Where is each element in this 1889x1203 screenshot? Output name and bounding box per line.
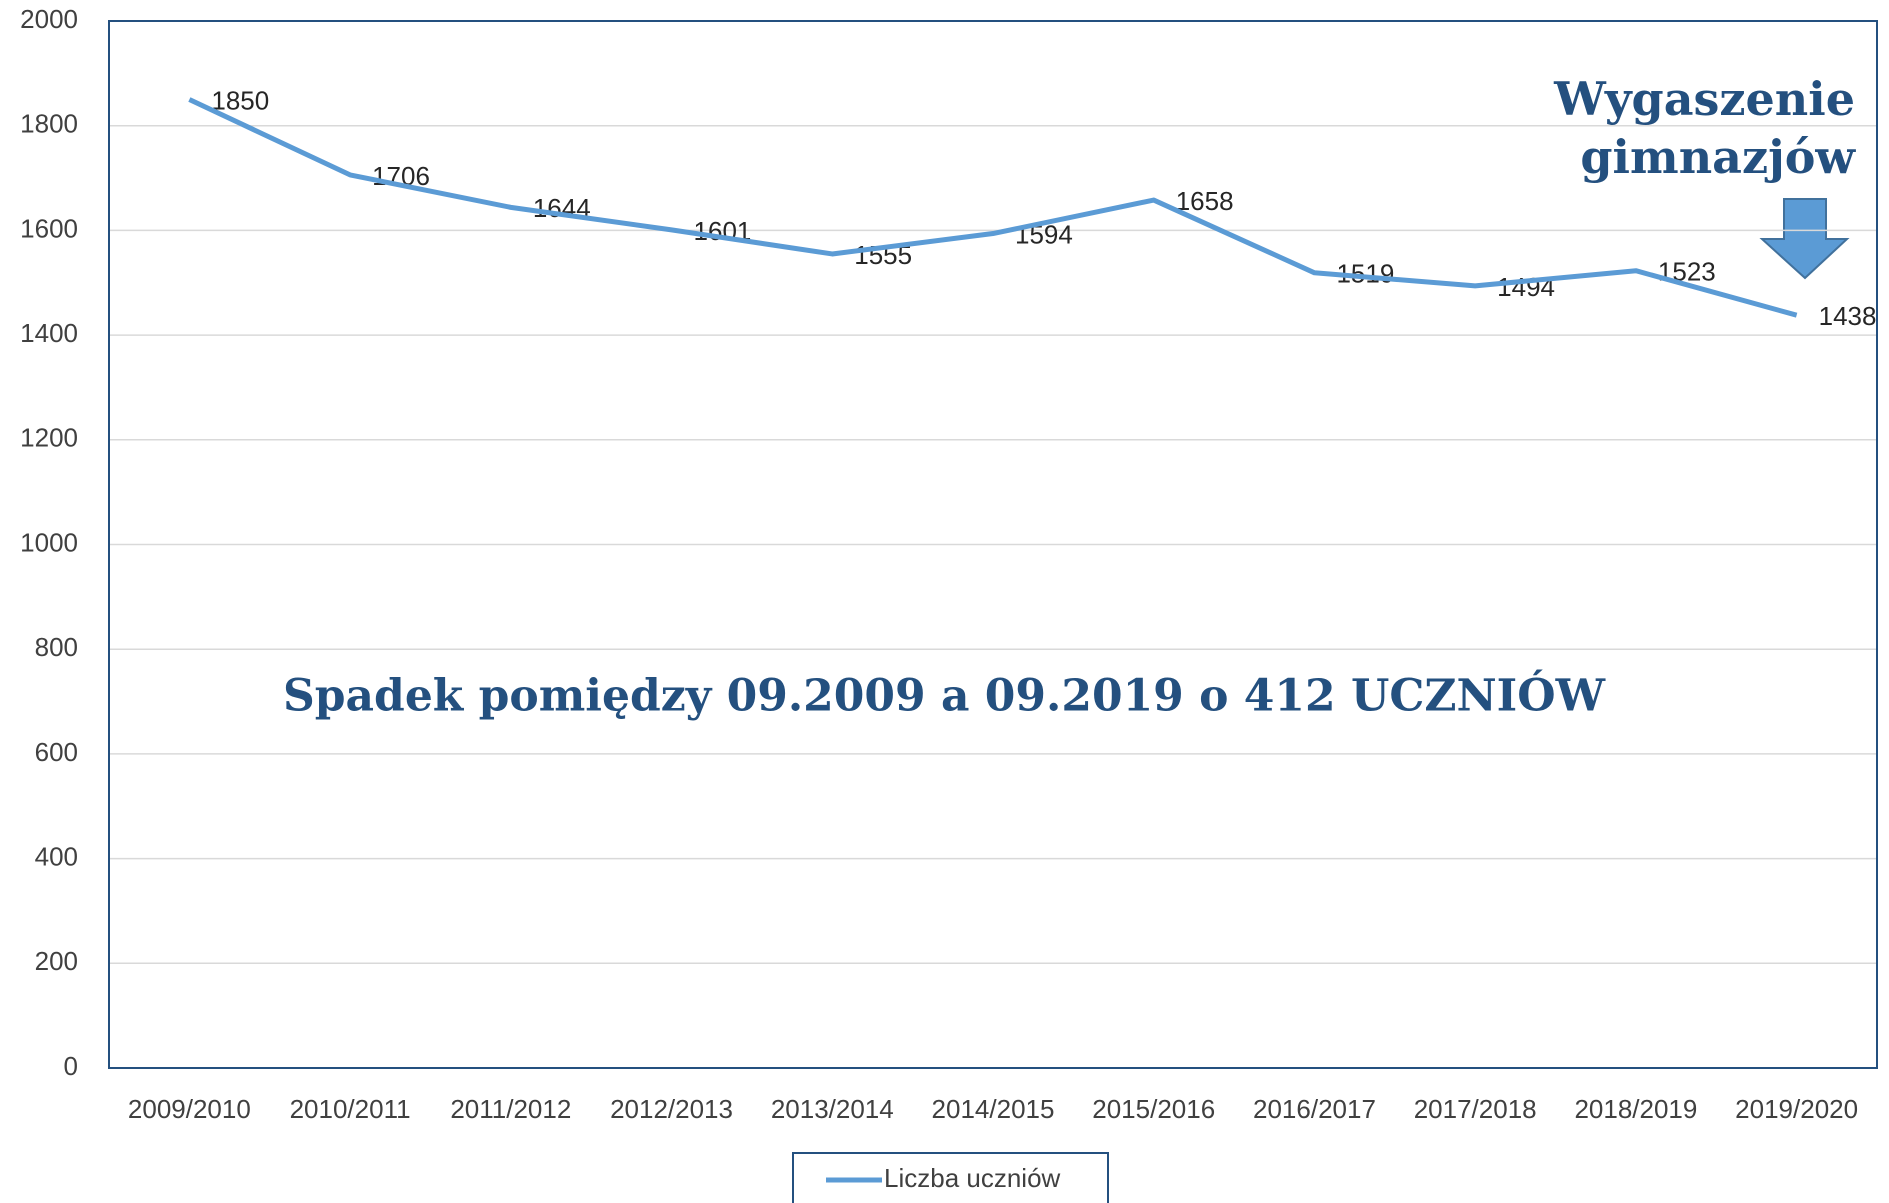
plot-frame: [108, 20, 1878, 1069]
data-label: 1494: [1497, 272, 1555, 302]
x-tick-label: 2019/2020: [1735, 1094, 1858, 1124]
x-tick-label: 2014/2015: [932, 1094, 1055, 1124]
data-label: 1658: [1176, 186, 1234, 216]
data-label: 1523: [1658, 257, 1716, 287]
data-label: 1850: [211, 85, 269, 115]
y-tick-label: 400: [35, 841, 78, 871]
data-label: 1438: [1819, 301, 1877, 331]
legend-label: Liczba uczniów: [884, 1163, 1061, 1193]
x-tick-label: 2017/2018: [1414, 1094, 1537, 1124]
y-tick-label: 0: [64, 1051, 78, 1081]
y-tick-label: 1800: [20, 109, 78, 139]
annotation: Wygaszenie: [1553, 72, 1855, 126]
x-tick-label: 2009/2010: [128, 1094, 251, 1124]
x-tick-label: 2018/2019: [1574, 1094, 1697, 1124]
y-tick-label: 1600: [20, 213, 78, 243]
annotation: gimnazjów: [1580, 130, 1856, 184]
y-tick-label: 1200: [20, 423, 78, 453]
x-tick-label: 2016/2017: [1253, 1094, 1376, 1124]
y-tick-label: 600: [35, 737, 78, 767]
x-tick-label: 2011/2012: [450, 1094, 571, 1124]
y-tick-label: 200: [35, 946, 78, 976]
x-tick-label: 2013/2014: [771, 1094, 894, 1124]
annotation: Spadek pomiędzy 09.2009 a 09.2019 o 412 …: [283, 669, 1606, 722]
line: [188, 97, 1798, 318]
x-tick-label: 2015/2016: [1092, 1094, 1215, 1124]
y-tick-label: 800: [35, 632, 78, 662]
x-tick-label: 2010/2011: [290, 1094, 411, 1124]
arrow-icon: [1759, 198, 1850, 280]
y-tick-label: 2000: [20, 4, 78, 34]
y-tick-label: 1000: [20, 527, 78, 557]
x-tick-label: 2012/2013: [610, 1094, 733, 1124]
y-tick-label: 1400: [20, 318, 78, 348]
